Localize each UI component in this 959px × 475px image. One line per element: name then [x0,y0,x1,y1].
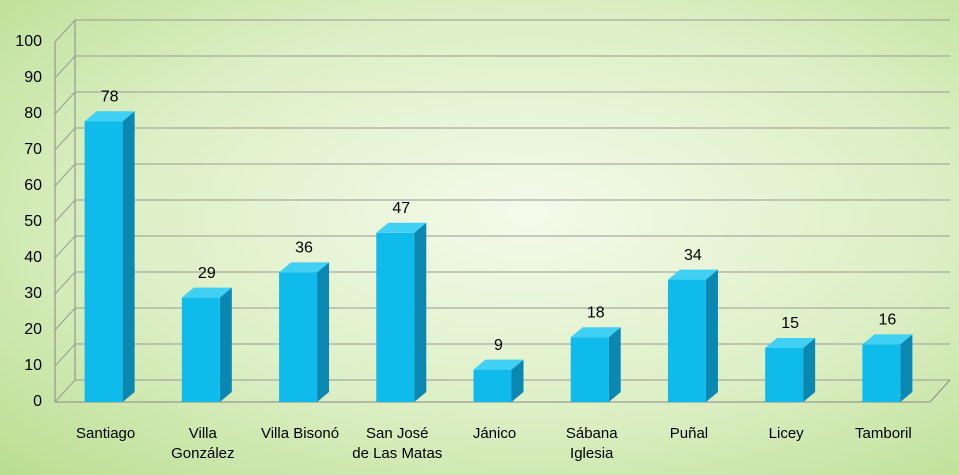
x-tick-label: Licey [768,425,804,442]
bar-side [511,359,524,402]
grid-line [54,379,950,403]
grid-line [54,91,950,115]
y-tick-label: 40 [24,249,42,266]
bar-top [473,359,524,370]
x-tick-label: Villa González [171,425,235,462]
y-tick-label: 10 [24,357,42,374]
bar-top [376,222,427,233]
data-label: 78 [101,88,119,105]
bar-side [317,262,330,402]
floor [55,379,951,403]
data-label: 36 [295,240,313,257]
bar [181,297,220,402]
grid-line [54,199,950,223]
bar-side [219,287,232,402]
y-tick-label: 80 [24,105,42,122]
bar [376,232,415,402]
bar-side [803,338,816,402]
y-tick-label: 50 [24,213,42,230]
data-label: 29 [198,265,216,282]
bar [667,279,706,402]
data-label: 9 [494,337,503,354]
grid-line [54,343,950,367]
grid-line [54,127,950,151]
bar-top [570,327,621,338]
bar [862,344,901,402]
bar [570,337,609,402]
x-tick-label: Villa Bisonó [260,425,340,442]
bar-top [667,269,718,280]
bar-top [181,287,232,298]
bar-top [862,334,913,345]
bar-side [414,222,427,402]
y-tick-label: 30 [24,285,42,302]
bar-top [279,262,330,273]
bar-side [900,334,913,402]
bar-top [765,338,816,348]
bar-top [84,111,135,122]
grid-line [54,271,950,295]
bar [765,348,804,402]
y-tick-label: 70 [24,141,42,158]
bar [84,121,123,402]
bar-side [608,327,621,402]
x-tick-label: Tamboril [855,425,912,442]
y-tick-label: 100 [15,33,42,50]
grid-line [54,235,950,259]
grid-line [54,163,950,187]
grid-line [54,55,950,79]
x-tick-label: Puñal [669,425,709,442]
grid-line [54,307,950,331]
data-label: 15 [781,315,799,332]
data-label: 18 [587,304,605,321]
x-tick-label: Sábana Iglesia [565,425,618,462]
bar-side [705,269,718,402]
bar [279,272,318,402]
x-tick-label: Santiago [76,425,136,442]
grid-line [54,19,950,43]
bar [473,369,512,402]
bar-side [122,111,135,402]
x-tick-label: Jánico [472,425,517,442]
data-label: 16 [878,312,896,329]
y-tick-label: 20 [24,321,42,338]
data-label: 47 [392,200,410,217]
y-tick-label: 60 [24,177,42,194]
y-tick-label: 0 [33,393,42,410]
y-tick-label: 90 [24,69,42,86]
data-label: 34 [684,247,702,264]
x-tick-label: San José de Las Matas [352,425,443,462]
